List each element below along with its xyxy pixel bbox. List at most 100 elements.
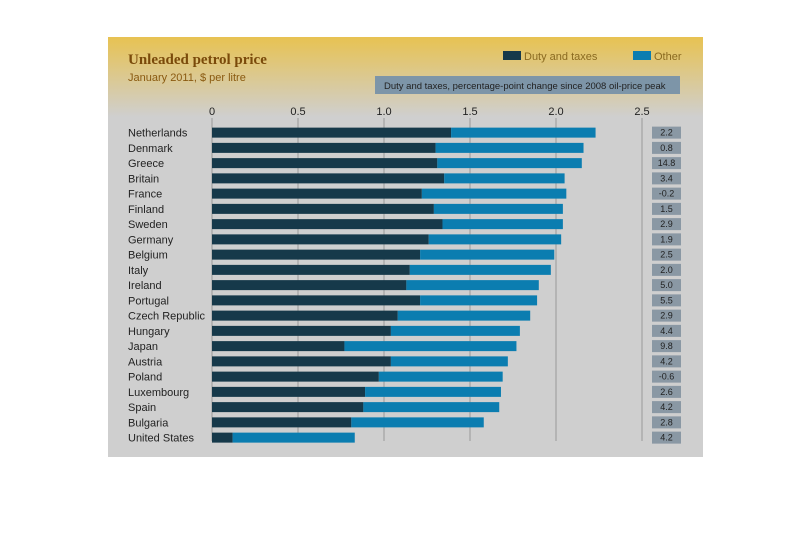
change-value-box — [652, 279, 681, 292]
category-label: United States — [128, 433, 195, 445]
change-value-box — [652, 233, 681, 246]
bar-duty — [212, 249, 421, 260]
chart-title: Unleaded petrol price — [128, 52, 267, 68]
bar-other — [444, 173, 565, 184]
change-value-box — [652, 385, 681, 398]
change-value-box — [652, 218, 681, 231]
bar-other — [351, 417, 484, 428]
legend: Duty and taxes Other — [503, 51, 682, 63]
bar-other — [390, 325, 520, 336]
category-label: Britain — [128, 173, 159, 185]
change-value-box — [652, 263, 681, 276]
bar-other — [433, 203, 563, 214]
bar-other — [420, 249, 555, 260]
legend-label-duty: Duty and taxes — [524, 51, 598, 63]
legend-swatch-duty — [503, 51, 521, 60]
category-label: Luxembourg — [128, 387, 189, 399]
change-caption: Duty and taxes, percentage-point change … — [384, 81, 666, 92]
bar-duty — [212, 158, 438, 169]
bar-duty — [212, 310, 398, 321]
change-value-box — [652, 248, 681, 261]
change-value-box — [652, 141, 681, 154]
legend-swatch-other — [633, 51, 651, 60]
change-value-box — [652, 172, 681, 185]
bar-duty — [212, 127, 452, 138]
category-label: Spain — [128, 402, 156, 414]
category-label: Ireland — [128, 280, 162, 292]
category-label: Italy — [128, 265, 149, 277]
bar-other — [442, 219, 563, 230]
change-value-box — [652, 340, 681, 353]
bar-duty — [212, 432, 233, 443]
change-value-box — [652, 401, 681, 414]
bar-other — [420, 295, 538, 306]
bar-other — [409, 264, 551, 275]
category-label: France — [128, 189, 162, 201]
change-values: 2.2 0.8 14.8 3.4 -0.2 1.5 2.9 1.9 2.5 2.0 5.0 5.5 2.… — [652, 126, 681, 444]
change-value: 4.2 — [660, 433, 673, 443]
bar-duty — [212, 371, 379, 382]
change-value: 2.8 — [660, 417, 673, 427]
category-label: Japan — [128, 341, 158, 353]
change-value-box — [652, 309, 681, 322]
change-value-box — [652, 416, 681, 429]
category-labels: Netherlands Denmark Greece Britain France Fin… — [128, 128, 206, 445]
category-label: Denmark — [128, 143, 173, 155]
category-label: Netherlands — [128, 128, 188, 140]
change-value: 3.4 — [660, 173, 673, 183]
category-label: Bulgaria — [128, 417, 169, 429]
bar-other — [365, 386, 501, 397]
bar-duty — [212, 325, 391, 336]
bar-other — [232, 432, 355, 443]
change-value: 1.9 — [660, 234, 673, 244]
change-value: 2.9 — [660, 311, 673, 321]
change-value-box — [652, 187, 681, 200]
change-value: 2.0 — [660, 265, 673, 275]
change-value: 2.6 — [660, 387, 673, 397]
x-tick-label: 2.5 — [634, 106, 649, 118]
chart-subtitle: January 2011, $ per litre — [128, 72, 246, 84]
x-tick-label: 1.0 — [376, 106, 391, 118]
bar-duty — [212, 264, 410, 275]
category-label: Finland — [128, 204, 164, 216]
bar-duty — [212, 417, 352, 428]
category-label: Belgium — [128, 250, 168, 262]
category-label: Hungary — [128, 326, 170, 338]
bar-other — [435, 142, 584, 153]
change-value-box — [652, 355, 681, 368]
bar-other — [451, 127, 596, 138]
bar-other — [406, 280, 539, 291]
bar-other — [397, 310, 531, 321]
bar-duty — [212, 203, 434, 214]
change-value-box — [652, 202, 681, 215]
bar-other — [378, 371, 503, 382]
change-value: 2.9 — [660, 219, 673, 229]
bar-other — [390, 356, 508, 367]
change-value: 5.0 — [660, 280, 673, 290]
change-value: 2.5 — [660, 250, 673, 260]
change-value: -0.2 — [659, 189, 675, 199]
x-tick-label: 0 — [209, 106, 215, 118]
change-value: 9.8 — [660, 341, 673, 351]
change-value: 4.4 — [660, 326, 673, 336]
change-value: -0.6 — [659, 372, 675, 382]
change-value: 4.2 — [660, 356, 673, 366]
bar-duty — [212, 386, 366, 397]
bar-duty — [212, 295, 421, 306]
change-value-box — [652, 126, 681, 139]
bar-other — [344, 341, 517, 352]
change-value-box — [652, 324, 681, 337]
change-caption-box — [375, 76, 680, 94]
bar-duty — [212, 188, 422, 199]
bar-duty — [212, 219, 443, 230]
bar-duty — [212, 280, 407, 291]
category-label: Czech Republic — [128, 311, 206, 323]
bar-duty — [212, 234, 429, 245]
bar-duty — [212, 402, 364, 413]
change-value: 1.5 — [660, 204, 673, 214]
category-label: Greece — [128, 158, 164, 170]
x-tick-label: 1.5 — [462, 106, 477, 118]
bar-other — [428, 234, 562, 245]
bar-duty — [212, 356, 391, 367]
